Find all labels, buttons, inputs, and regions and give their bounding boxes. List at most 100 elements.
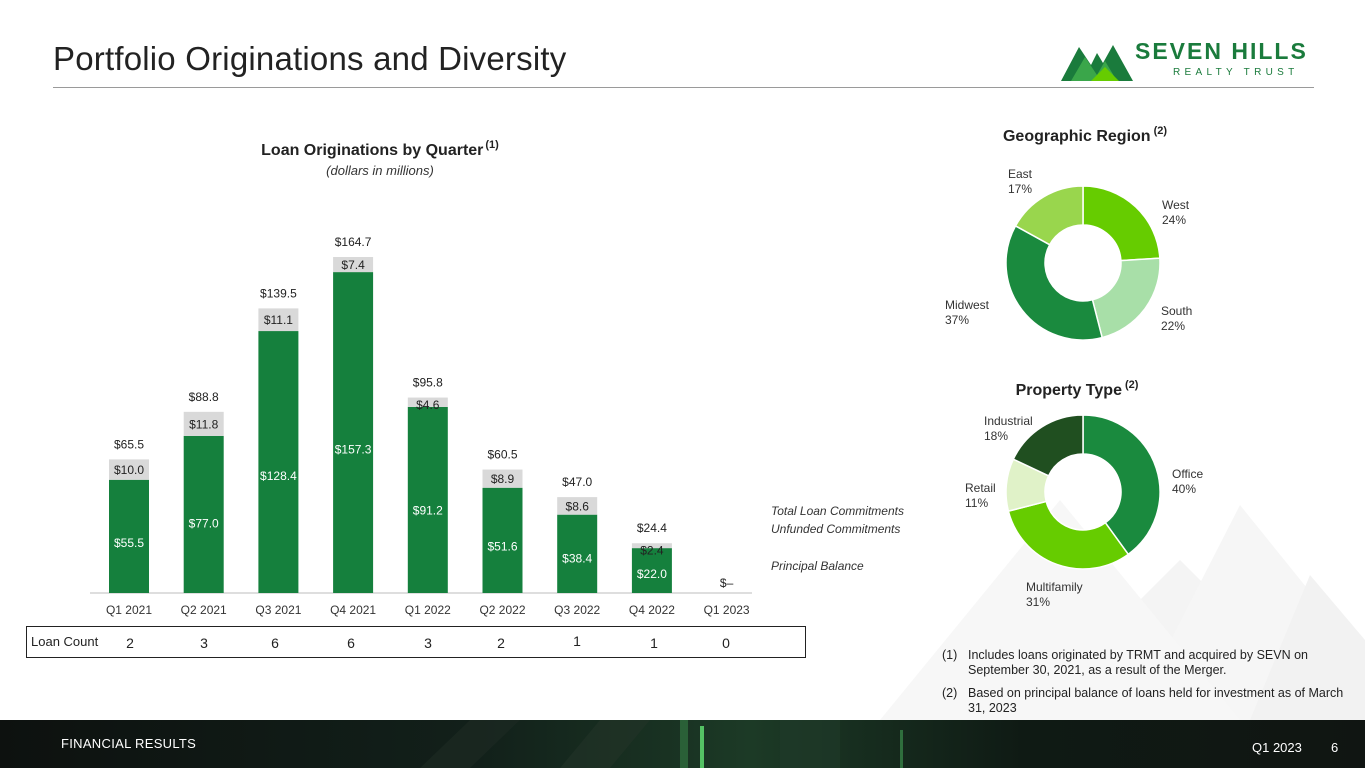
unfunded-value-label: $8.6 xyxy=(566,499,590,513)
title-divider xyxy=(53,87,1314,88)
property-type-donut xyxy=(1005,414,1161,570)
bar-chart-title: Loan Originations by Quarter (1) xyxy=(261,139,499,159)
bar-chart-subtitle: (dollars in millions) xyxy=(326,163,434,178)
loan-count-value: 3 xyxy=(424,635,432,651)
prop-label-office: Office 40% xyxy=(1172,467,1204,496)
unfunded-bar xyxy=(407,397,448,407)
total-value-label: $65.5 xyxy=(114,437,144,451)
unfunded-value-label: $2.4 xyxy=(640,544,664,558)
principal-bar xyxy=(557,514,598,593)
geographic-region-donut xyxy=(1005,185,1161,341)
legend-principal-balance: Principal Balance xyxy=(771,559,864,573)
total-value-label: $47.0 xyxy=(562,475,592,489)
loan-count-box xyxy=(26,626,806,658)
principal-value-label: $22.0 xyxy=(637,567,667,581)
geo-label-east: East 17% xyxy=(1008,167,1033,196)
geo-label-west: West 24% xyxy=(1162,198,1190,227)
unfunded-value-label: $11.8 xyxy=(189,417,218,431)
loan-count-label: Loan Count xyxy=(31,634,99,649)
geo-label-south: South 22% xyxy=(1161,304,1193,333)
total-value-label: $95.8 xyxy=(413,376,443,390)
legend-total-commitments: Total Loan Commitments xyxy=(771,504,904,518)
footer-page-number: 6 xyxy=(1331,740,1339,755)
principal-bar xyxy=(631,548,672,593)
donut-slice-multifamily xyxy=(1007,500,1130,570)
total-value-label: $60.5 xyxy=(487,448,517,462)
geo-label-midwest: Midwest 37% xyxy=(945,298,990,327)
donut-slice-east xyxy=(1014,185,1084,246)
donut-slice-midwest xyxy=(1005,224,1104,341)
footer-bar xyxy=(0,720,1365,768)
footnote-text: Includes loans originated by TRMT and ac… xyxy=(968,648,1309,677)
bar-chart: $55.5 $10.0 $65.5 Q1 2021 $77.0 $11.8 $88.8 Q2 … xyxy=(90,235,752,617)
principal-bar xyxy=(183,435,224,593)
footnote-number: (1) xyxy=(942,648,958,662)
unfunded-value-label: $11.1 xyxy=(264,313,293,327)
footnote-1: (1) Includes loans originated by TRMT an… xyxy=(942,648,1342,680)
total-value-label: $88.8 xyxy=(189,390,219,404)
unfunded-value-label: $10.0 xyxy=(114,463,144,477)
principal-value-label: $91.2 xyxy=(413,503,443,517)
loan-count-value: 1 xyxy=(573,633,581,649)
category-tick-label: Q3 2021 xyxy=(255,603,301,617)
category-tick-label: Q1 2022 xyxy=(405,603,451,617)
property-type-title: Property Type (2) xyxy=(1015,379,1139,399)
loan-count-value: 0 xyxy=(722,635,730,651)
total-value-label: $– xyxy=(720,576,734,590)
loan-count-value: 3 xyxy=(200,635,208,651)
principal-bar xyxy=(109,479,149,593)
unfunded-bar xyxy=(631,543,672,549)
loan-count-value: 2 xyxy=(497,635,505,651)
page-title: Portfolio Originations and Diversity xyxy=(53,40,567,77)
principal-bar xyxy=(482,487,523,593)
footnote-2: (2) Based on principal balance of loans … xyxy=(942,686,1343,718)
prop-label-multifamily: Multifamily 31% xyxy=(1026,580,1083,609)
donut-slice-office xyxy=(1082,414,1161,556)
prop-label-industrial: Industrial 18% xyxy=(984,414,1033,443)
footnote-number: (2) xyxy=(942,686,958,700)
logo-brand: SEVEN HILLS xyxy=(1135,38,1308,64)
loan-count-value: 6 xyxy=(347,635,355,651)
total-value-label: $139.5 xyxy=(260,286,297,300)
principal-value-label: $38.4 xyxy=(562,552,592,566)
unfunded-value-label: $7.4 xyxy=(341,258,365,272)
principal-value-label: $55.5 xyxy=(114,536,144,550)
principal-value-label: $157.3 xyxy=(335,443,372,457)
loan-count-value: 1 xyxy=(650,635,658,651)
footnote-text: Based on principal balance of loans held… xyxy=(968,686,1344,715)
legend-unfunded-commitments: Unfunded Commitments xyxy=(771,522,901,536)
unfunded-bar xyxy=(333,257,374,273)
category-tick-label: Q4 2022 xyxy=(629,603,675,617)
principal-value-label: $128.4 xyxy=(260,469,297,483)
unfunded-value-label: $4.6 xyxy=(416,398,440,412)
logo-subtitle: REALTY TRUST xyxy=(1173,67,1299,78)
unfunded-bar xyxy=(109,459,149,480)
category-tick-label: Q1 2021 xyxy=(106,603,152,617)
category-tick-label: Q1 2023 xyxy=(704,603,750,617)
total-value-label: $164.7 xyxy=(335,235,372,249)
unfunded-bar xyxy=(557,497,598,515)
principal-bar xyxy=(333,272,374,593)
footer-section: FINANCIAL RESULTS xyxy=(61,736,197,751)
category-tick-label: Q2 2022 xyxy=(479,603,525,617)
loan-count-value: 6 xyxy=(271,635,279,651)
prop-label-retail: Retail 11% xyxy=(965,481,996,510)
loan-count-value: 2 xyxy=(126,635,134,651)
footer-period: Q1 2023 xyxy=(1252,740,1302,755)
unfunded-value-label: $8.9 xyxy=(491,472,515,486)
category-tick-label: Q3 2022 xyxy=(554,603,600,617)
unfunded-bar xyxy=(258,308,299,332)
principal-value-label: $77.0 xyxy=(189,516,219,530)
donut-slice-industrial xyxy=(1012,414,1084,477)
footer-decoration xyxy=(0,720,1365,768)
principal-bar xyxy=(407,406,448,593)
total-value-label: $24.4 xyxy=(637,521,667,535)
company-logo: SEVEN HILLS REALTY TRUST xyxy=(1061,36,1321,82)
category-tick-label: Q4 2021 xyxy=(330,603,376,617)
unfunded-bar xyxy=(482,469,523,488)
category-tick-label: Q2 2021 xyxy=(181,603,227,617)
unfunded-bar xyxy=(183,411,224,436)
donut-slice-west xyxy=(1082,185,1161,262)
principal-value-label: $51.6 xyxy=(487,540,517,554)
